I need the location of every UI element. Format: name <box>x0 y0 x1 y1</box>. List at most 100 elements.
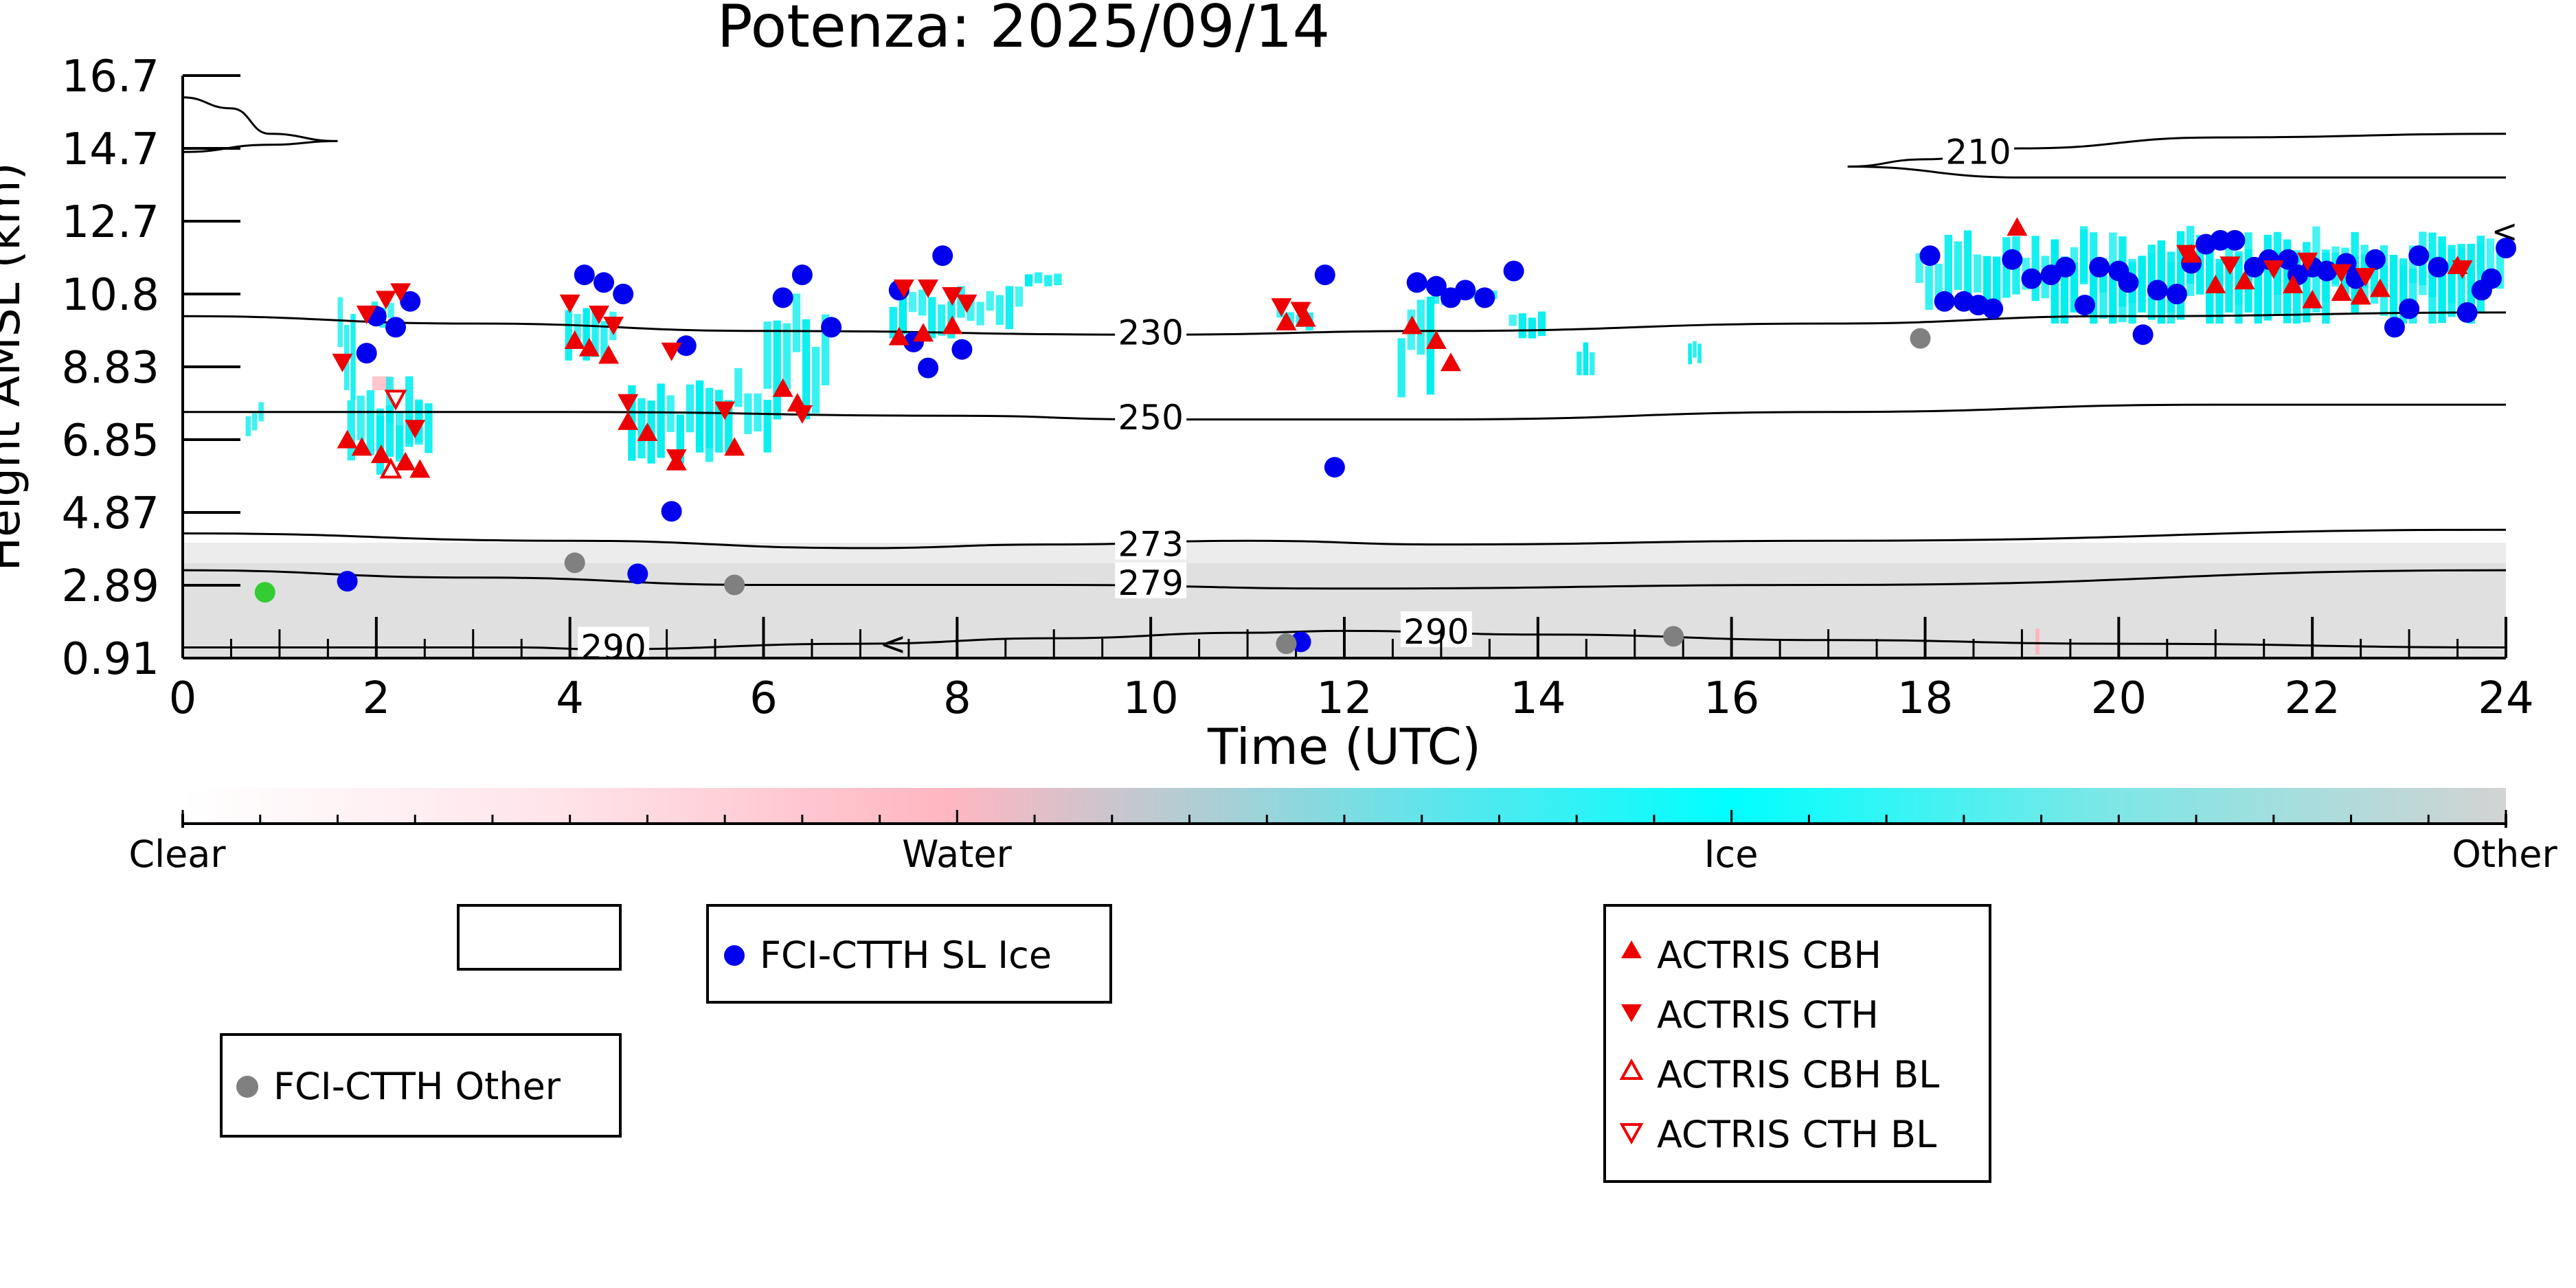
ice-cloud-pixel <box>695 380 704 453</box>
data-point-triangle-down <box>918 279 939 298</box>
data-point-triangle-up <box>1276 312 1297 331</box>
contour-label-bg <box>1115 312 1187 348</box>
ice-cloud-pixel <box>2109 267 2117 324</box>
data-point-triangle-down <box>375 291 396 310</box>
x-ticks: 0 2 4 6 8 10 12 14 16 18 20 22 24 <box>169 617 2534 724</box>
ice-cloud-pixel <box>822 314 830 385</box>
y-axis-label: Height AMSL (km) <box>0 163 30 572</box>
ice-cloud-pixel <box>1577 351 1582 376</box>
ice-cloud-pixel <box>1954 241 1963 291</box>
data-point-circle <box>2277 249 2298 270</box>
data-point-circle <box>2002 249 2023 270</box>
data-point-triangle-up <box>1401 315 1423 335</box>
data-point-circle <box>1982 298 2004 319</box>
ice-cloud-pixel <box>1015 286 1024 307</box>
ice-cloud-pixel <box>2409 245 2417 284</box>
data-point-triangle-down <box>893 279 914 298</box>
ice-cloud-pixel <box>908 292 917 313</box>
contour-line <box>182 311 2507 336</box>
legend-label-cth-bl: ACTRIS CTH BL <box>1657 1113 1936 1156</box>
legend-frame <box>220 1033 622 1138</box>
chart-title: Potenza: 2025/09/14 <box>717 0 1330 61</box>
colorbar-label-clear: Clear <box>128 833 226 876</box>
contour-label: 210 <box>1945 132 2011 172</box>
data-point-triangle-down-open <box>384 389 407 411</box>
data-point-triangle-down <box>332 353 353 372</box>
ice-cloud-pixel <box>763 321 771 389</box>
ice-cloud-pixel <box>350 314 356 400</box>
data-point-triangle-up <box>637 422 658 441</box>
ice-cloud-pixel <box>2312 226 2320 264</box>
data-point-circle <box>613 284 634 304</box>
data-point-triangle-down <box>2263 260 2284 279</box>
ice-cloud-pixel <box>2138 258 2146 303</box>
contour-line <box>1847 133 2507 168</box>
legend-label-sl-ice: FCI-CTTH SL Ice <box>760 934 1052 977</box>
data-point-triangle-down <box>791 405 813 424</box>
y-tick-label: 14.7 <box>62 124 160 175</box>
ice-cloud-pixel <box>366 390 374 455</box>
data-point-circle <box>2224 229 2246 251</box>
boundary-layer-other-field-sparse <box>183 543 2506 570</box>
ice-cloud-pixel <box>385 376 394 423</box>
y-tick-label: 16.7 <box>62 52 160 102</box>
x-tick-label: 8 <box>943 673 971 724</box>
ice-cloud-pixel <box>2273 251 2282 315</box>
data-point-triangle-up <box>913 323 934 342</box>
ice-cloud-pixel <box>1944 234 1952 297</box>
data-point-triangle-down <box>2176 245 2197 264</box>
data-point-triangle-down <box>390 283 411 302</box>
ice-cloud-pixel <box>1431 293 1440 304</box>
data-point-triangle-down <box>661 342 682 361</box>
legend-marker-triangle-up-open <box>1619 1058 1644 1080</box>
ice-cloud-pixel <box>918 289 927 316</box>
ice-cloud-pixel <box>2206 246 2214 324</box>
ice-cloud-pixel <box>2399 258 2408 324</box>
data-point-circle <box>2364 249 2386 270</box>
contour-label-bg <box>578 626 650 663</box>
data-point-circle <box>1406 272 1427 293</box>
data-point-circle <box>772 287 793 308</box>
data-point-triangle-up <box>2350 286 2371 305</box>
data-point-triangle-down <box>405 420 426 439</box>
ice-cloud-pixel <box>2457 244 2465 313</box>
ice-cloud-pixel <box>245 416 251 436</box>
data-point-circle <box>2496 238 2516 259</box>
ice-cloud-pixel <box>1934 263 1943 300</box>
ice-cloud-pixel <box>715 389 723 453</box>
legend-frame <box>706 904 1112 1004</box>
y-tick-label: 6.85 <box>62 416 160 466</box>
ice-cloud-pixel <box>347 400 355 461</box>
legend-box-sl-ice: FCI-CTTH SL Ice <box>706 904 1112 1004</box>
contour-label-bg <box>1115 523 1187 560</box>
ice-cloud-pixel <box>2409 268 2417 324</box>
data-point-circle <box>2147 280 2168 301</box>
water-pixel <box>2035 629 2040 655</box>
data-point-circle <box>724 574 745 596</box>
data-point-triangle-up-open <box>379 457 403 479</box>
data-point-circle <box>594 272 614 293</box>
data-point-triangle-down <box>2452 260 2473 279</box>
contour-label-bg <box>1400 611 1472 647</box>
data-point-circle <box>1919 245 1941 267</box>
legend-marker-triangle-down-open <box>1619 1123 1644 1145</box>
data-point-circle <box>821 317 842 338</box>
data-point-circle <box>661 501 682 522</box>
data-point-triangle-down <box>666 449 687 468</box>
y-tick-label: 12.7 <box>62 197 160 248</box>
x-tick-label: 2 <box>362 673 390 724</box>
data-point-triangle-down <box>2355 268 2376 287</box>
ice-cloud-pixel <box>2486 238 2495 272</box>
ice-cloud-pixel <box>2389 255 2398 320</box>
data-point-circle <box>932 245 953 267</box>
ice-cloud-pixel <box>2128 262 2136 324</box>
legends: FCI-CTTH SL Ice FCI-CTTH Other ACTRIS CB… <box>220 904 1991 1183</box>
y-tick-label: 0.91 <box>62 634 160 685</box>
ice-cloud-pixel <box>2254 259 2262 324</box>
ice-cloud-pixel <box>666 395 675 432</box>
y-tick-label: 4.87 <box>62 488 160 539</box>
data-point-triangle-up <box>2369 278 2391 297</box>
contour-line <box>182 629 2507 651</box>
data-point-triangle-up <box>942 315 963 335</box>
data-point-triangle-up <box>618 411 639 430</box>
